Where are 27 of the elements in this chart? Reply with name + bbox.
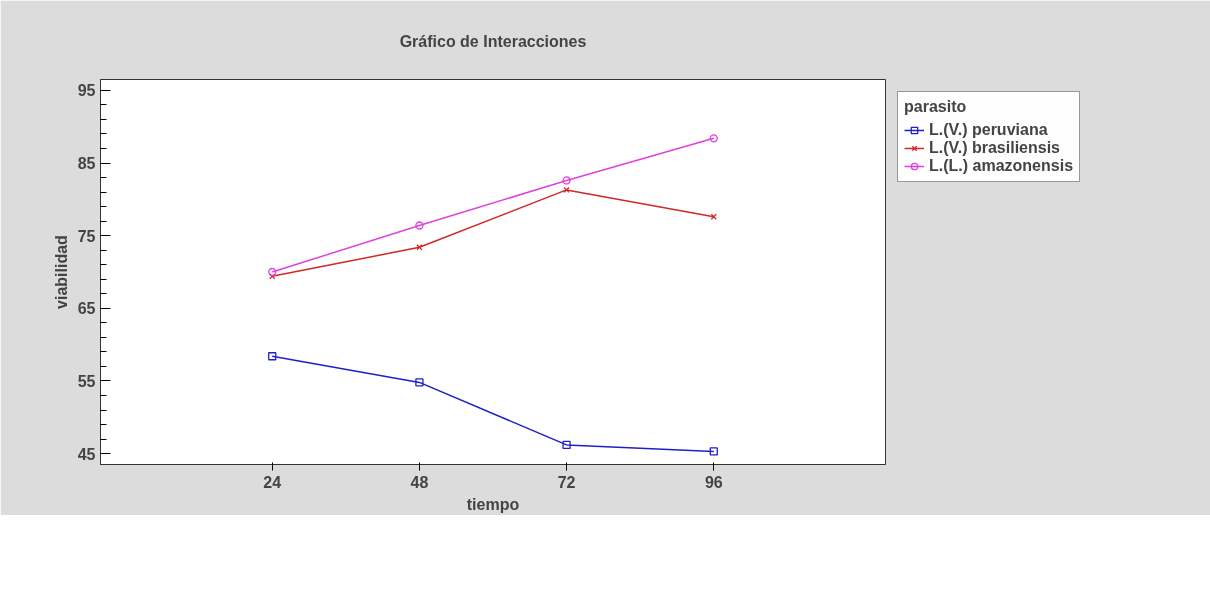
chart-title: Gráfico de Interacciones <box>399 32 587 50</box>
legend-label: L.(V.) peruviana <box>929 121 1048 139</box>
point <box>562 176 571 185</box>
point <box>268 352 277 361</box>
y-tick-label: 45 <box>77 445 96 463</box>
x-tick-label: 96 <box>704 473 723 491</box>
x-tick-label: 72 <box>557 473 576 491</box>
x-axis-title: tiempo <box>466 495 520 513</box>
y-tick-label: 55 <box>77 372 96 390</box>
point <box>562 440 571 450</box>
point <box>416 244 423 251</box>
point <box>415 378 424 387</box>
legend-label: L.(V.) brasiliensis <box>929 139 1061 157</box>
y-tick-label: 65 <box>77 300 96 318</box>
x-tick-label: 48 <box>410 473 429 491</box>
point <box>415 221 424 230</box>
y-axis-title: viabilidad <box>52 235 70 309</box>
point <box>709 447 718 456</box>
x-tick-label: 24 <box>263 473 282 491</box>
y-tick-label: 75 <box>77 227 96 245</box>
point <box>563 186 570 194</box>
legend-label: L.(L.) amazonensis <box>929 157 1074 175</box>
point <box>709 134 718 143</box>
y-tick-label: 85 <box>77 155 96 173</box>
legend-title: parasito <box>904 98 968 116</box>
y-tick-label: 95 <box>77 82 96 100</box>
point <box>268 267 277 277</box>
